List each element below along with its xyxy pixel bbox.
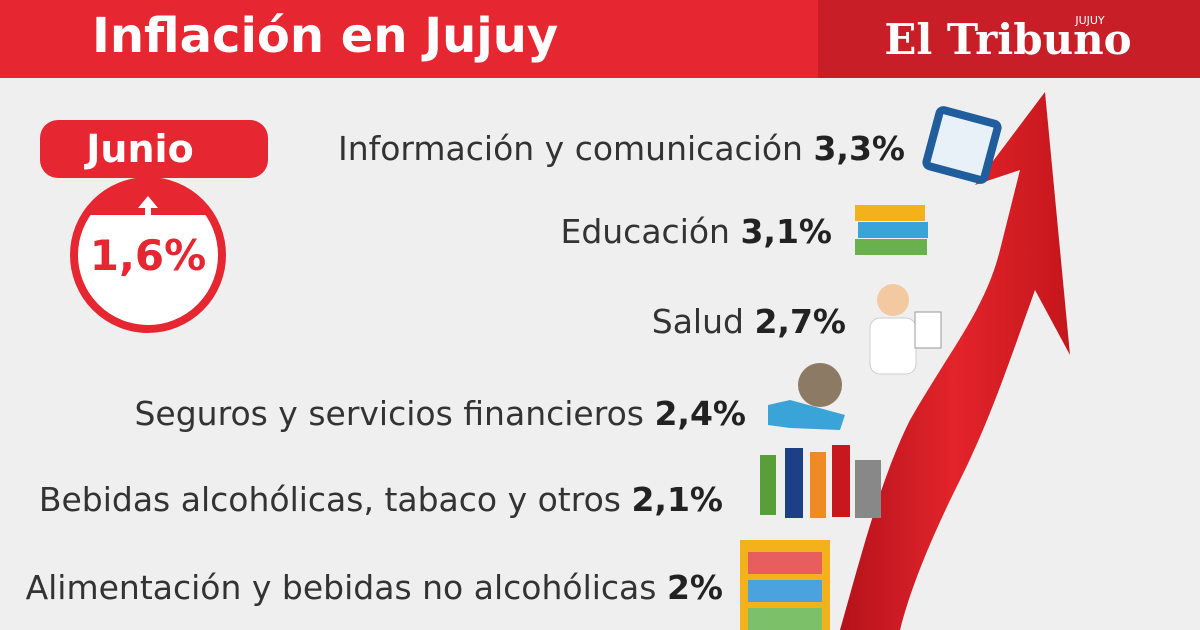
item-label: Información y comunicación	[338, 129, 803, 168]
money-icon	[768, 363, 845, 430]
item: Información y comunicación 3,3%	[338, 129, 905, 168]
item: Educación 3,1%	[560, 212, 832, 251]
item-label: Alimentación y bebidas no alcohólicas	[26, 568, 657, 607]
badge-value: 1,6%	[90, 231, 206, 280]
books-icon	[855, 205, 928, 255]
doctor-icon	[869, 284, 942, 375]
title: Inflación en Jujuy	[92, 8, 558, 64]
brand: El Tribuno	[884, 15, 1131, 64]
item-label: Seguros y servicios financieros	[134, 394, 643, 433]
month-badge	[40, 120, 268, 178]
item-label: Salud	[652, 302, 744, 341]
item-value: 2%	[667, 568, 723, 607]
item-value: 2,7%	[754, 302, 846, 341]
up-icon	[138, 196, 158, 218]
phone-icon	[922, 106, 1002, 184]
item-value: 2,4%	[654, 394, 746, 433]
item-value: 2,1%	[631, 480, 723, 519]
rising-arrow	[840, 92, 1070, 630]
item-value: 3,3%	[813, 129, 905, 168]
item: Seguros y servicios financieros 2,4%	[134, 394, 746, 433]
brand-box	[818, 0, 1200, 78]
item: Salud 2,7%	[652, 302, 846, 341]
shelf-icon	[740, 540, 830, 630]
month: Junio	[83, 127, 193, 171]
item-label: Educación	[560, 212, 730, 251]
item-value: 3,1%	[740, 212, 832, 251]
drinks-icon	[760, 445, 881, 518]
brand-sub: JUJUY	[1074, 14, 1105, 27]
item: Alimentación y bebidas no alcohólicas 2%	[26, 568, 723, 607]
item-label: Bebidas alcohólicas, tabaco y otros	[39, 480, 621, 519]
item: Bebidas alcohólicas, tabaco y otros 2,1%	[39, 480, 723, 519]
